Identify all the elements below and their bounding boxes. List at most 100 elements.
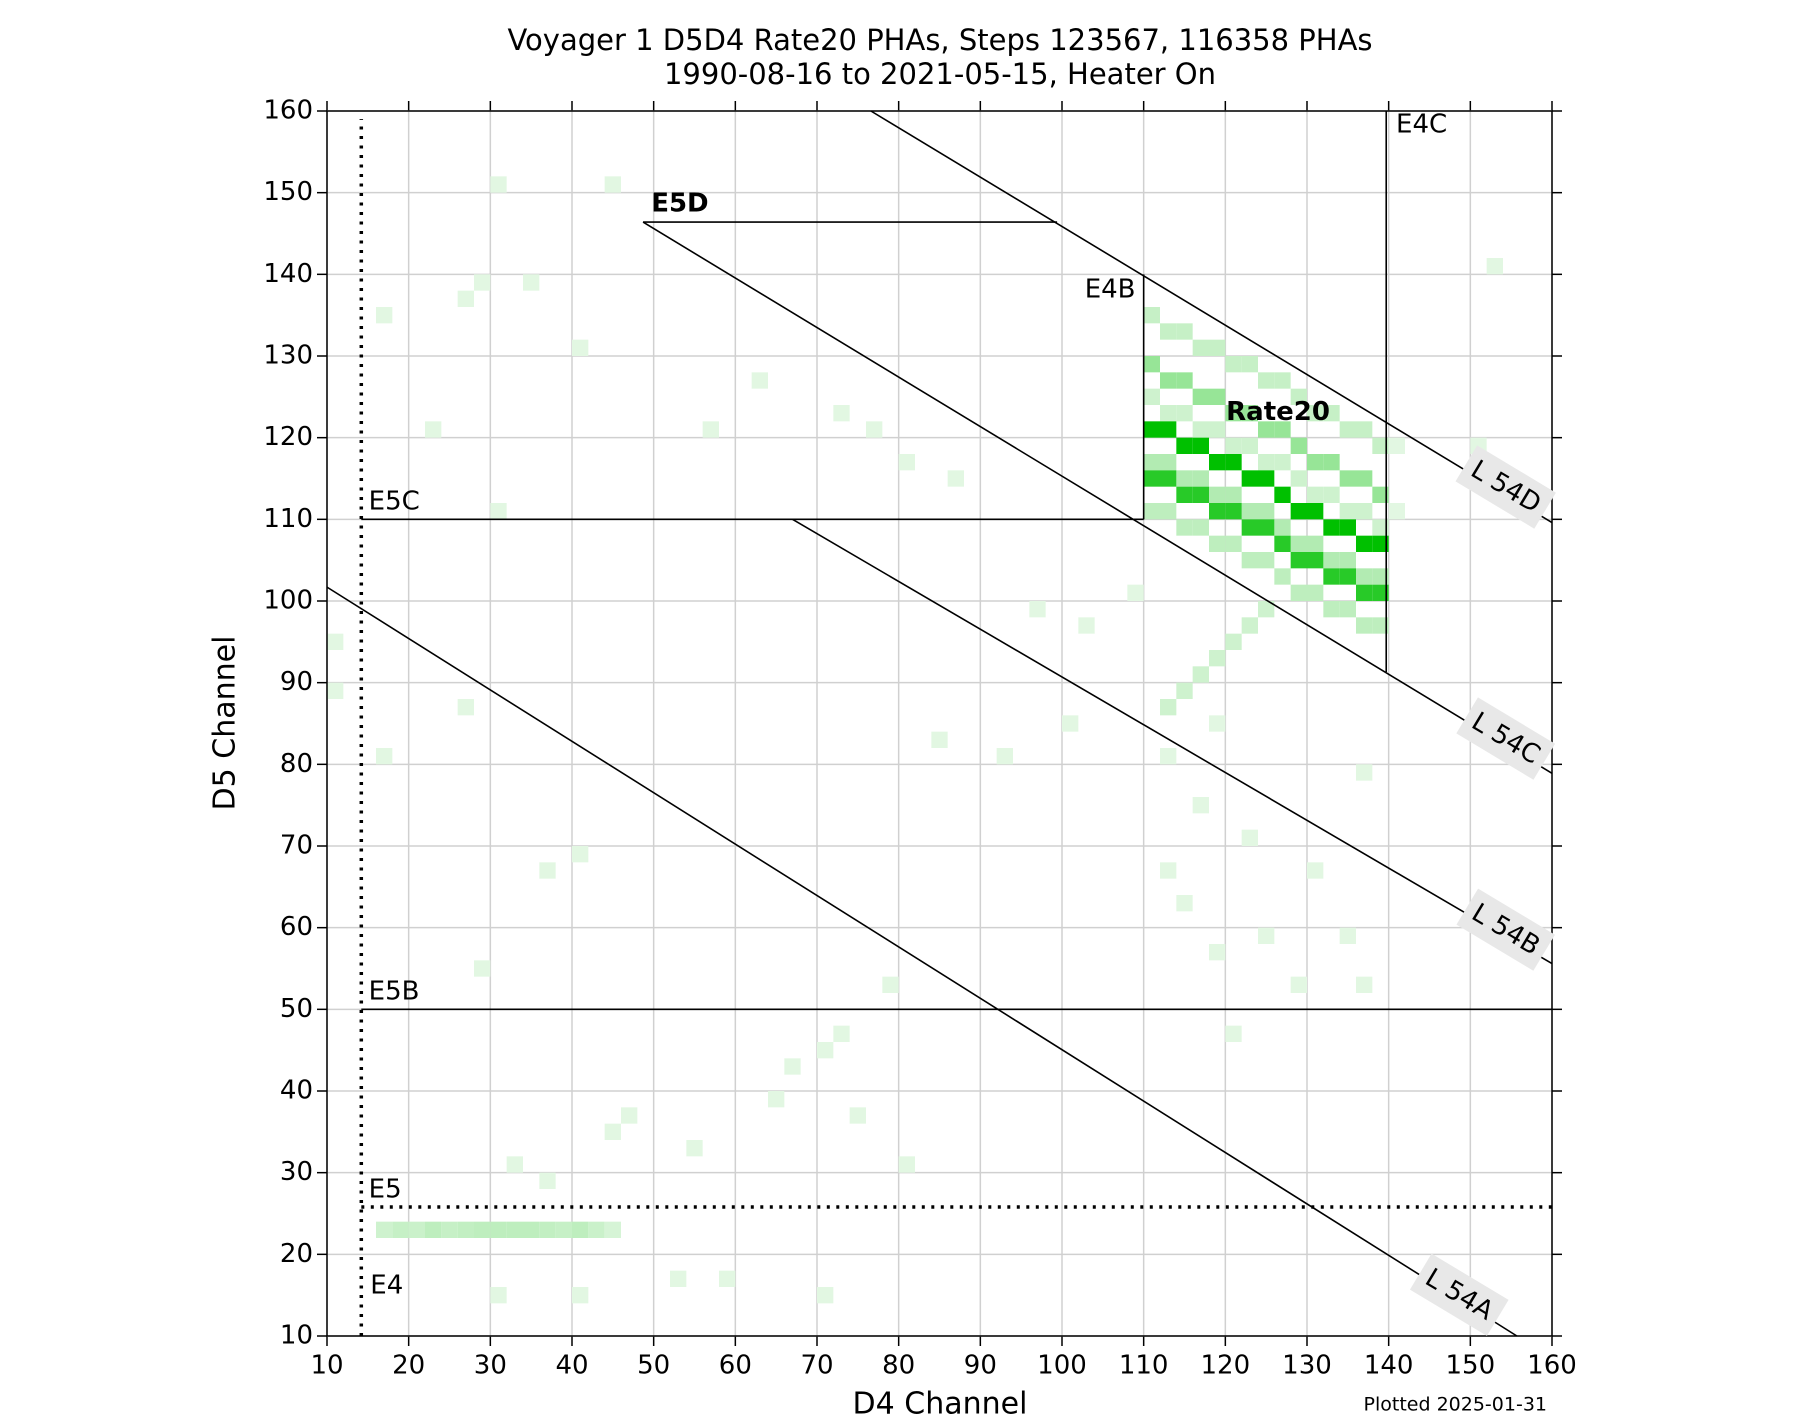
footnote: Plotted 2025-01-31: [1364, 1394, 1547, 1416]
heatmap-cell: [1339, 503, 1356, 520]
annotation: Rate20: [1226, 397, 1330, 427]
x-tick-label: 80: [882, 1351, 915, 1381]
heatmap-cell: [1209, 503, 1226, 520]
y-tick-label: 160: [263, 96, 313, 126]
heatmap-cell: [1241, 519, 1258, 536]
heatmap-cell: [898, 454, 915, 471]
annotation: E4C: [1396, 109, 1447, 139]
heatmap-cell: [1241, 829, 1258, 846]
heatmap-cell: [1160, 470, 1177, 487]
heatmap-cell: [1209, 421, 1226, 438]
x-tick-label: 40: [555, 1351, 588, 1381]
heatmap-cell: [1339, 568, 1356, 585]
chart-subtitle: 1990-08-16 to 2021-05-15, Heater On: [664, 57, 1216, 91]
heatmap-cell: [1323, 552, 1340, 569]
heatmap-cell: [817, 1042, 834, 1059]
heatmap-cell: [555, 1221, 572, 1238]
heatmap-cell: [1241, 437, 1258, 454]
heatmap-cell: [1290, 535, 1307, 552]
heatmap-cell: [1160, 372, 1177, 389]
heatmap-cell: [1160, 748, 1177, 765]
heatmap-cell: [1372, 584, 1389, 601]
heatmap-cell: [1225, 454, 1242, 471]
heatmap-cell: [751, 372, 768, 389]
heatmap-cell: [425, 421, 442, 438]
heatmap-cell: [1258, 927, 1275, 944]
heatmap-cell: [1143, 454, 1160, 471]
heatmap-cell: [1388, 503, 1405, 520]
heatmap-cell: [1290, 976, 1307, 993]
x-tick-label: 30: [474, 1351, 507, 1381]
heatmap-cell: [1274, 372, 1291, 389]
heatmap-cell: [1192, 666, 1209, 683]
heatmap-cell: [1176, 486, 1193, 503]
y-tick-label: 150: [263, 177, 313, 207]
heatmap-cell: [490, 1221, 507, 1238]
heatmap-cell: [1274, 486, 1291, 503]
heatmap-cell: [1307, 584, 1324, 601]
heatmap-cell: [1192, 519, 1209, 536]
heatmap-cell: [572, 1221, 589, 1238]
y-tick-label: 80: [280, 749, 313, 779]
heatmap-cell: [1209, 339, 1226, 356]
annotation-box: [1455, 445, 1556, 529]
boundary-line: [642, 221, 1553, 775]
heatmap-cell: [1241, 552, 1258, 569]
heatmap-cell: [1192, 486, 1209, 503]
heatmap-cell: [1192, 437, 1209, 454]
heatmap-cell: [506, 1221, 523, 1238]
heatmap-cell: [474, 274, 491, 291]
heatmap-cell: [1176, 323, 1193, 340]
heatmap-cell: [1307, 405, 1324, 422]
heatmap-cell: [1258, 601, 1275, 618]
heatmap-cell: [1225, 503, 1242, 520]
heatmap-cell: [849, 1107, 866, 1124]
x-tick-label: 10: [310, 1351, 343, 1381]
heatmap-cell: [425, 1221, 442, 1238]
x-tick-label: 90: [964, 1351, 997, 1381]
heatmap-cell: [1486, 258, 1503, 275]
heatmap-cell: [1307, 503, 1324, 520]
y-tick-label: 90: [280, 667, 313, 697]
heatmap-cell: [1029, 601, 1046, 618]
heatmap-cell: [1274, 454, 1291, 471]
heatmap-cell: [817, 1287, 834, 1304]
heatmap-cell: [1290, 552, 1307, 569]
x-tick-label: 100: [1037, 1351, 1087, 1381]
heatmap-cell: [1356, 976, 1373, 993]
heatmap-cell: [1258, 552, 1275, 569]
annotation: E4: [370, 1271, 403, 1301]
heatmap-cell: [1339, 421, 1356, 438]
annotation: E5: [369, 1174, 402, 1204]
heatmap-cell: [1274, 535, 1291, 552]
annotation: E5C: [369, 487, 420, 517]
heatmap-cell: [1209, 715, 1226, 732]
annotation-box: [1456, 697, 1556, 780]
heatmap-cell: [1372, 437, 1389, 454]
heatmap-cell: [686, 1140, 703, 1157]
heatmap-cell: [1192, 470, 1209, 487]
heatmap-cell: [1241, 356, 1258, 373]
heatmap-cell: [1372, 617, 1389, 634]
x-tick-label: 60: [719, 1351, 752, 1381]
heatmap-cell: [1225, 486, 1242, 503]
y-tick-label: 20: [280, 1239, 313, 1269]
heatmap-cell: [1241, 405, 1258, 422]
y-tick-label: 110: [263, 504, 313, 534]
heatmap-cell: [1290, 503, 1307, 520]
heatmap-cell: [1225, 633, 1242, 650]
heatmap-cell: [1176, 682, 1193, 699]
y-tick-label: 10: [280, 1321, 313, 1351]
heatmap-cell: [1209, 388, 1226, 405]
heatmap-cell: [1307, 862, 1324, 879]
heatmap-cell: [1356, 764, 1373, 781]
heatmap-cell: [1192, 421, 1209, 438]
heatmap-cell: [1209, 454, 1226, 471]
heatmap-cell: [1176, 470, 1193, 487]
heatmap-cell: [1160, 323, 1177, 340]
heatmap-cell: [1225, 437, 1242, 454]
heatmap-cell: [376, 307, 393, 324]
heatmap-cell: [1323, 405, 1340, 422]
heatmap-cell: [1062, 715, 1079, 732]
